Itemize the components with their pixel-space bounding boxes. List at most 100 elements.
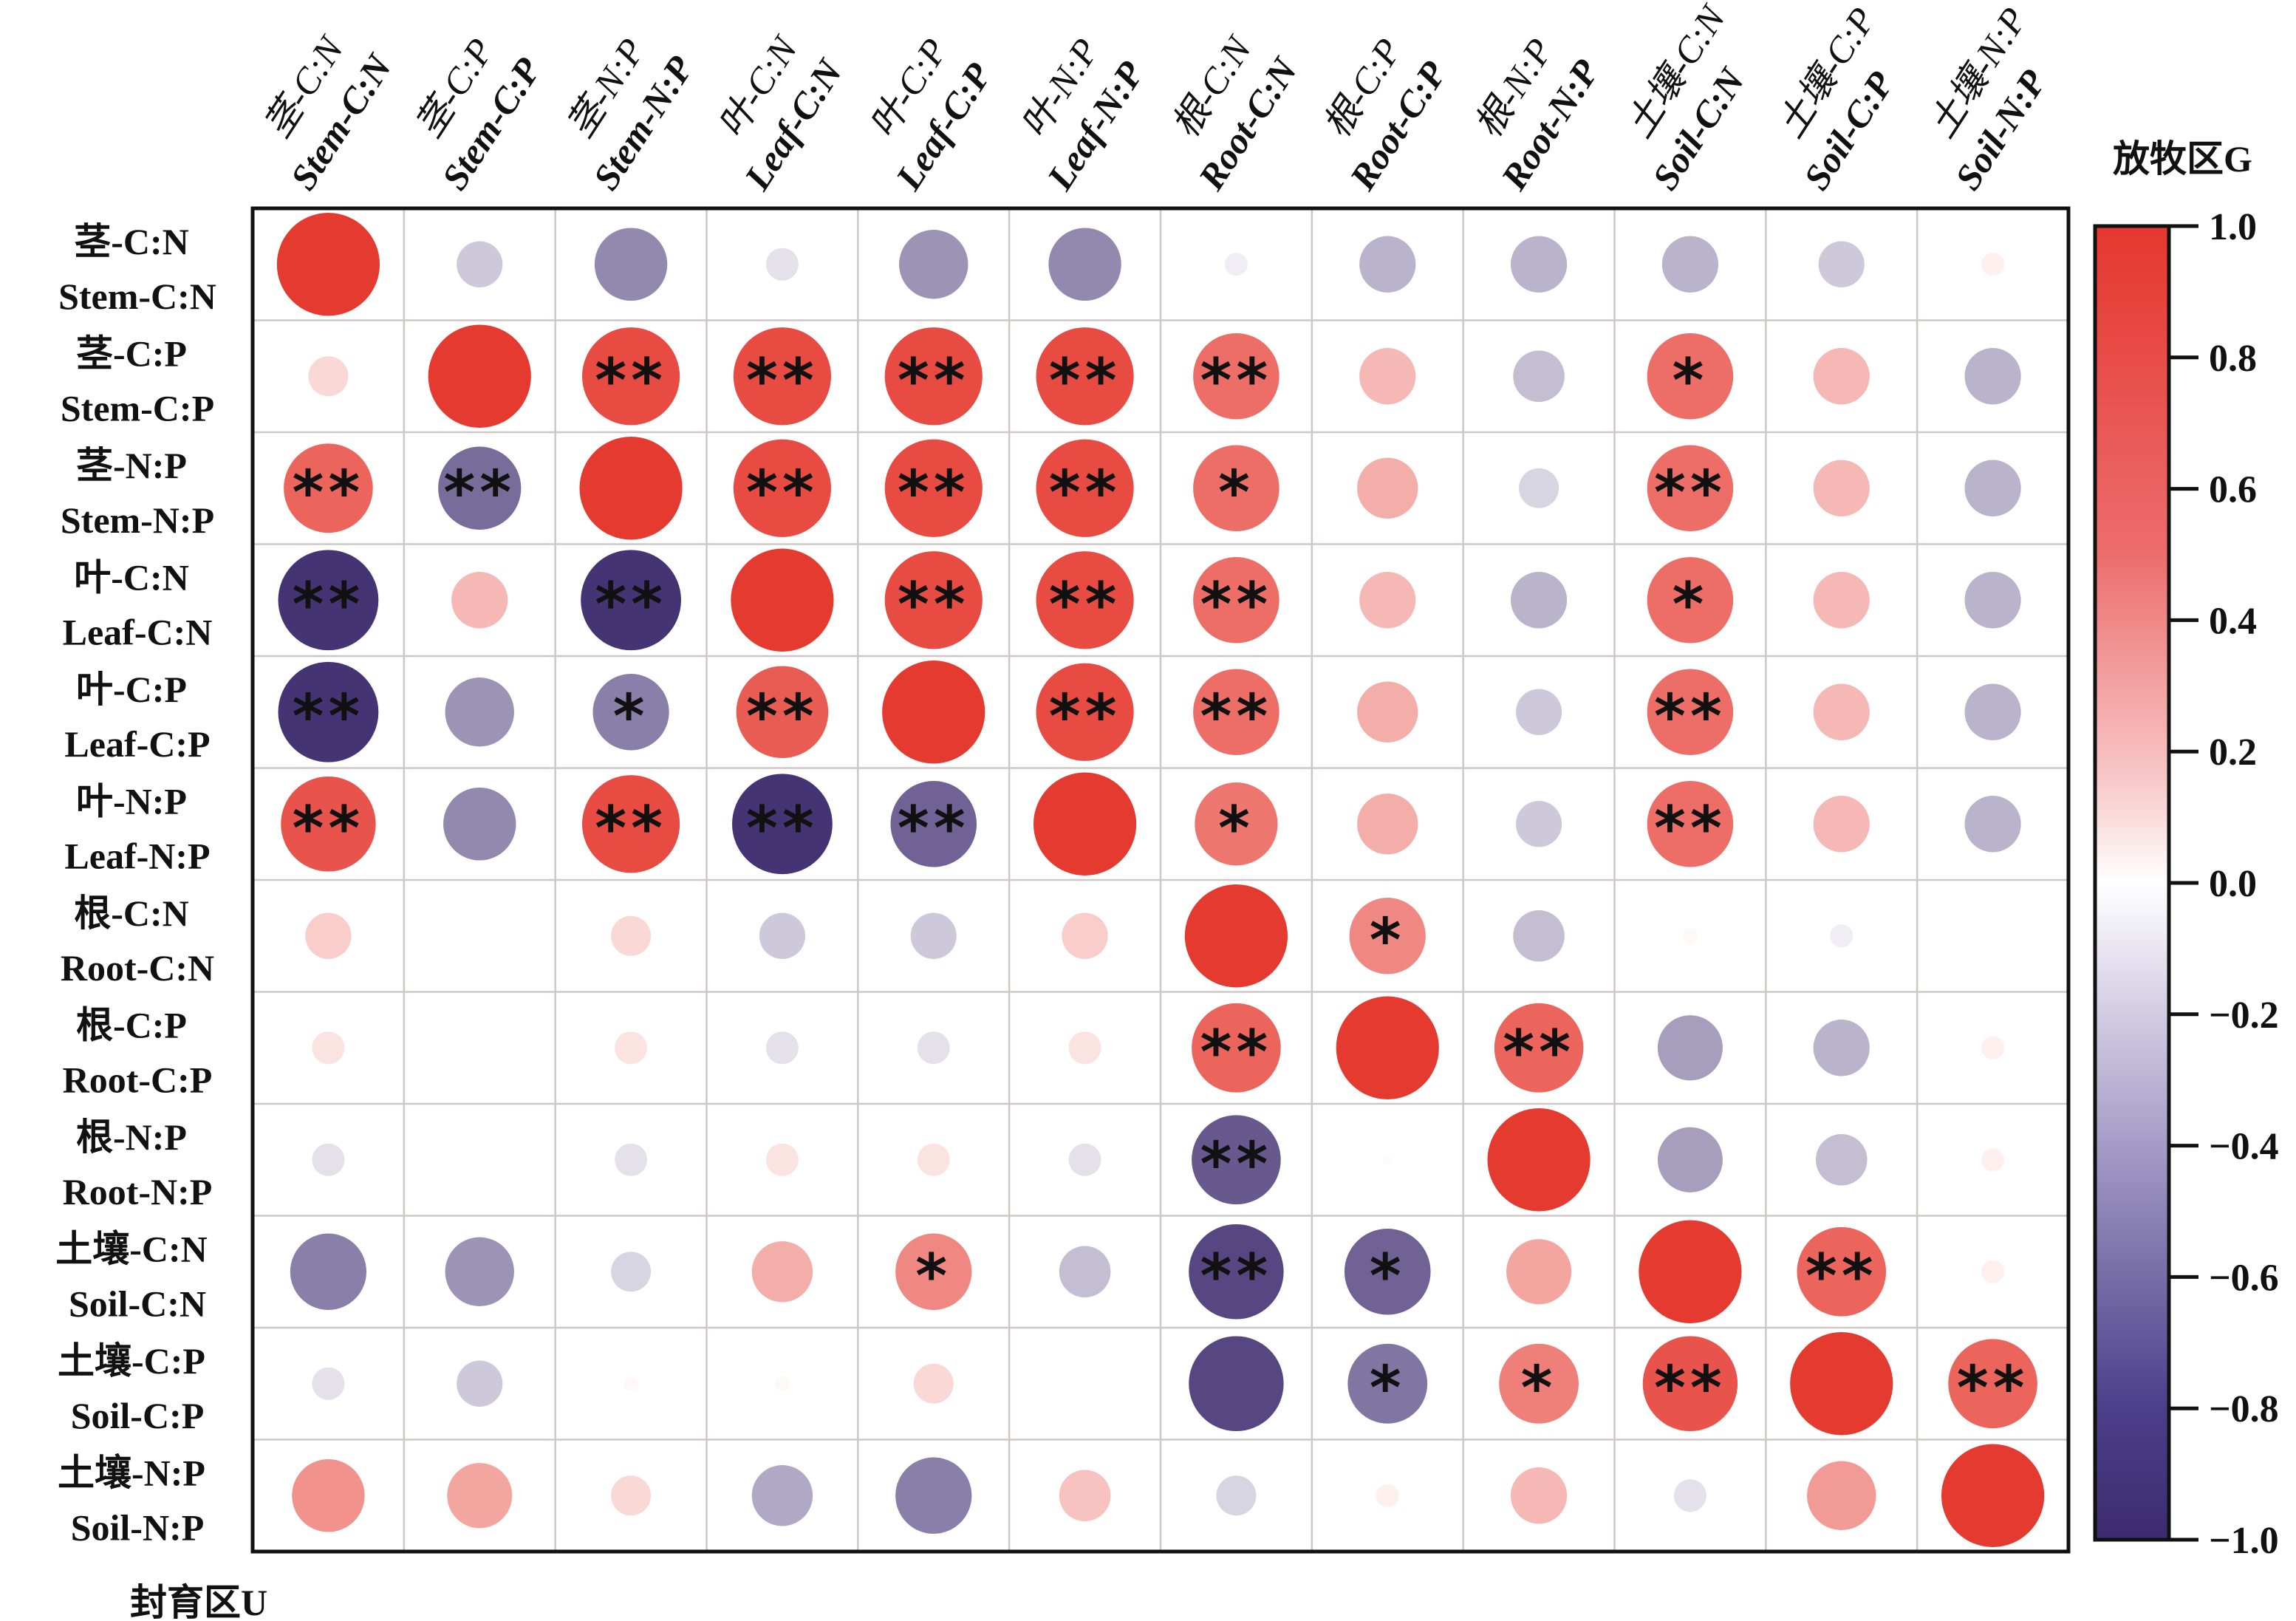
correlation-circle-8-6: [1068, 1031, 1101, 1065]
row-label-cn: 茎-N:P: [76, 445, 187, 486]
row-label-en: Stem-N:P: [61, 499, 214, 541]
correlation-circle-11-10: [1642, 1336, 1738, 1432]
correlation-circle-3-1: [284, 443, 373, 533]
correlation-circle-12-5: [895, 1457, 972, 1534]
colorbar: 1.0 0.8 0.6 0.4 0.2 0.0 −0.2 −0.4 −0.6 −0.8 −1.0: [2093, 206, 2279, 1562]
significance-mark: *: [1672, 570, 1708, 640]
significance-mark: *: [1370, 1354, 1406, 1424]
row-label-cn: 土壤-C:N: [55, 1228, 208, 1269]
significance-mark: **: [293, 794, 365, 864]
significance-mark: *: [1370, 906, 1406, 976]
correlation-circle-11-2: [457, 1360, 503, 1407]
correlation-circle-1-12: [1981, 253, 2005, 276]
correlation-circle-1-9: [1510, 236, 1568, 293]
grid-lines: [253, 208, 2068, 1552]
colorbar-tick-label: 0.8: [2209, 338, 2257, 380]
row-label-en: Stem-C:P: [61, 387, 214, 429]
correlation-circle-2-5: [884, 327, 983, 426]
correlation-circle-3-9: [1519, 468, 1559, 508]
significance-mark: **: [898, 458, 970, 528]
colorbar-tick-label: −0.2: [2209, 994, 2279, 1037]
significance-mark: **: [746, 794, 819, 864]
row-label-en: Root-N:P: [63, 1171, 213, 1212]
correlation-circle-8-7: [1192, 1003, 1281, 1093]
row-label-cn: 根-N:P: [76, 1116, 187, 1158]
row-label-en: Leaf-N:P: [64, 835, 210, 876]
correlation-circle-5-5: [882, 661, 985, 764]
row-label-cn: 土壤-N:P: [58, 1452, 205, 1493]
correlation-circle-8-10: [1657, 1015, 1723, 1081]
correlation-circle-8-1: [312, 1031, 345, 1065]
correlation-circle-4-8: [1359, 572, 1416, 629]
correlation-circle-5-12: [1964, 683, 2021, 740]
correlation-circle-11-5: [913, 1363, 954, 1404]
correlation-circle-7-8: [1349, 898, 1426, 975]
significance-mark: **: [1805, 1241, 1878, 1311]
colorbar-ticks: 1.0 0.8 0.6 0.4 0.2 0.0 −0.2 −0.4 −0.6 −0.8 −1.0: [2169, 206, 2279, 1562]
correlation-circle-7-3: [611, 915, 652, 956]
significance-mark: **: [1049, 682, 1121, 752]
significance-mark: **: [595, 346, 667, 416]
correlation-circle-1-7: [1224, 253, 1248, 276]
correlation-circle-1-2: [457, 241, 503, 287]
correlation-circle-4-1: [278, 550, 379, 651]
correlation-circle-12-7: [1216, 1475, 1257, 1516]
correlation-circle-9-10: [1657, 1127, 1723, 1192]
correlation-circle-5-8: [1357, 681, 1418, 743]
significance-mark: **: [1654, 1354, 1726, 1424]
correlation-circle-4-9: [1510, 572, 1568, 629]
correlation-circle-8-11: [1813, 1020, 1870, 1076]
significance-mark: **: [746, 346, 819, 416]
row-labels: 茎-C:N Stem-C:N 茎-C:P Stem-C:P 茎-N:P Stem-N:P 叶…: [55, 221, 216, 1549]
correlation-circle-3-5: [884, 439, 983, 537]
correlation-circle-3-3: [579, 437, 683, 540]
significance-mark: **: [1200, 1017, 1273, 1088]
correlation-circle-9-11: [1815, 1133, 1868, 1186]
correlation-circle-1-3: [594, 228, 668, 301]
correlation-circle-8-3: [615, 1031, 648, 1065]
correlation-circle-7-5: [910, 912, 957, 959]
correlation-circle-10-8: [1344, 1228, 1431, 1315]
correlation-circle-6-6: [1033, 772, 1137, 876]
correlation-circle-9-3: [615, 1143, 648, 1176]
correlation-circle-1-4: [765, 248, 799, 281]
correlation-circle-12-10: [1673, 1479, 1706, 1512]
row-label-en: Soil-N:P: [71, 1506, 205, 1548]
correlation-circle-10-12: [1981, 1260, 2005, 1283]
significance-mark: **: [1200, 570, 1273, 640]
correlation-circle-3-6: [1036, 439, 1134, 537]
correlation-circle-9-8: [1382, 1154, 1393, 1165]
correlation-circle-1-8: [1359, 236, 1416, 293]
colorbar-tick-label: 1.0: [2209, 206, 2257, 248]
correlation-circle-7-10: [1683, 928, 1698, 943]
correlation-circle-11-7: [1189, 1336, 1284, 1432]
plot-frame: [250, 206, 2071, 1554]
row-label-en: Leaf-C:N: [63, 611, 213, 652]
correlation-circle-2-9: [1513, 350, 1565, 403]
correlation-circle-5-6: [1036, 663, 1134, 761]
correlation-circle-11-4: [775, 1376, 790, 1391]
significance-mark: **: [1503, 1017, 1575, 1088]
correlation-circle-11-3: [623, 1376, 638, 1391]
correlation-circle-6-9: [1515, 801, 1562, 847]
correlation-circle-2-7: [1193, 332, 1279, 420]
correlation-circle-8-12: [1981, 1036, 2005, 1059]
correlation-circle-5-4: [736, 666, 829, 759]
correlation-circle-6-8: [1357, 794, 1418, 855]
colorbar-tick-label: 0.2: [2209, 731, 2257, 774]
significance-mark: *: [915, 1241, 951, 1311]
significance-mark: **: [1654, 682, 1726, 752]
correlation-circle-6-11: [1813, 796, 1870, 853]
colorbar-tick-label: 0.6: [2209, 469, 2257, 511]
correlation-circle-10-6: [1059, 1246, 1111, 1298]
correlation-circle-6-10: [1647, 780, 1734, 867]
correlation-circle-1-11: [1818, 241, 1865, 287]
correlation-circle-3-10: [1647, 445, 1734, 532]
significance-mark: **: [746, 682, 819, 752]
correlation-circle-6-1: [281, 776, 376, 872]
correlation-circle-12-4: [751, 1465, 813, 1526]
correlation-circle-4-11: [1813, 572, 1870, 629]
